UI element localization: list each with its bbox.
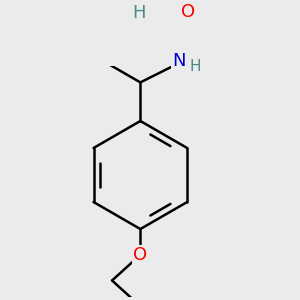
Text: O: O [133,246,147,264]
Text: H: H [132,4,146,22]
Text: H: H [190,59,201,74]
Text: N: N [172,52,186,70]
Text: O: O [181,3,195,21]
